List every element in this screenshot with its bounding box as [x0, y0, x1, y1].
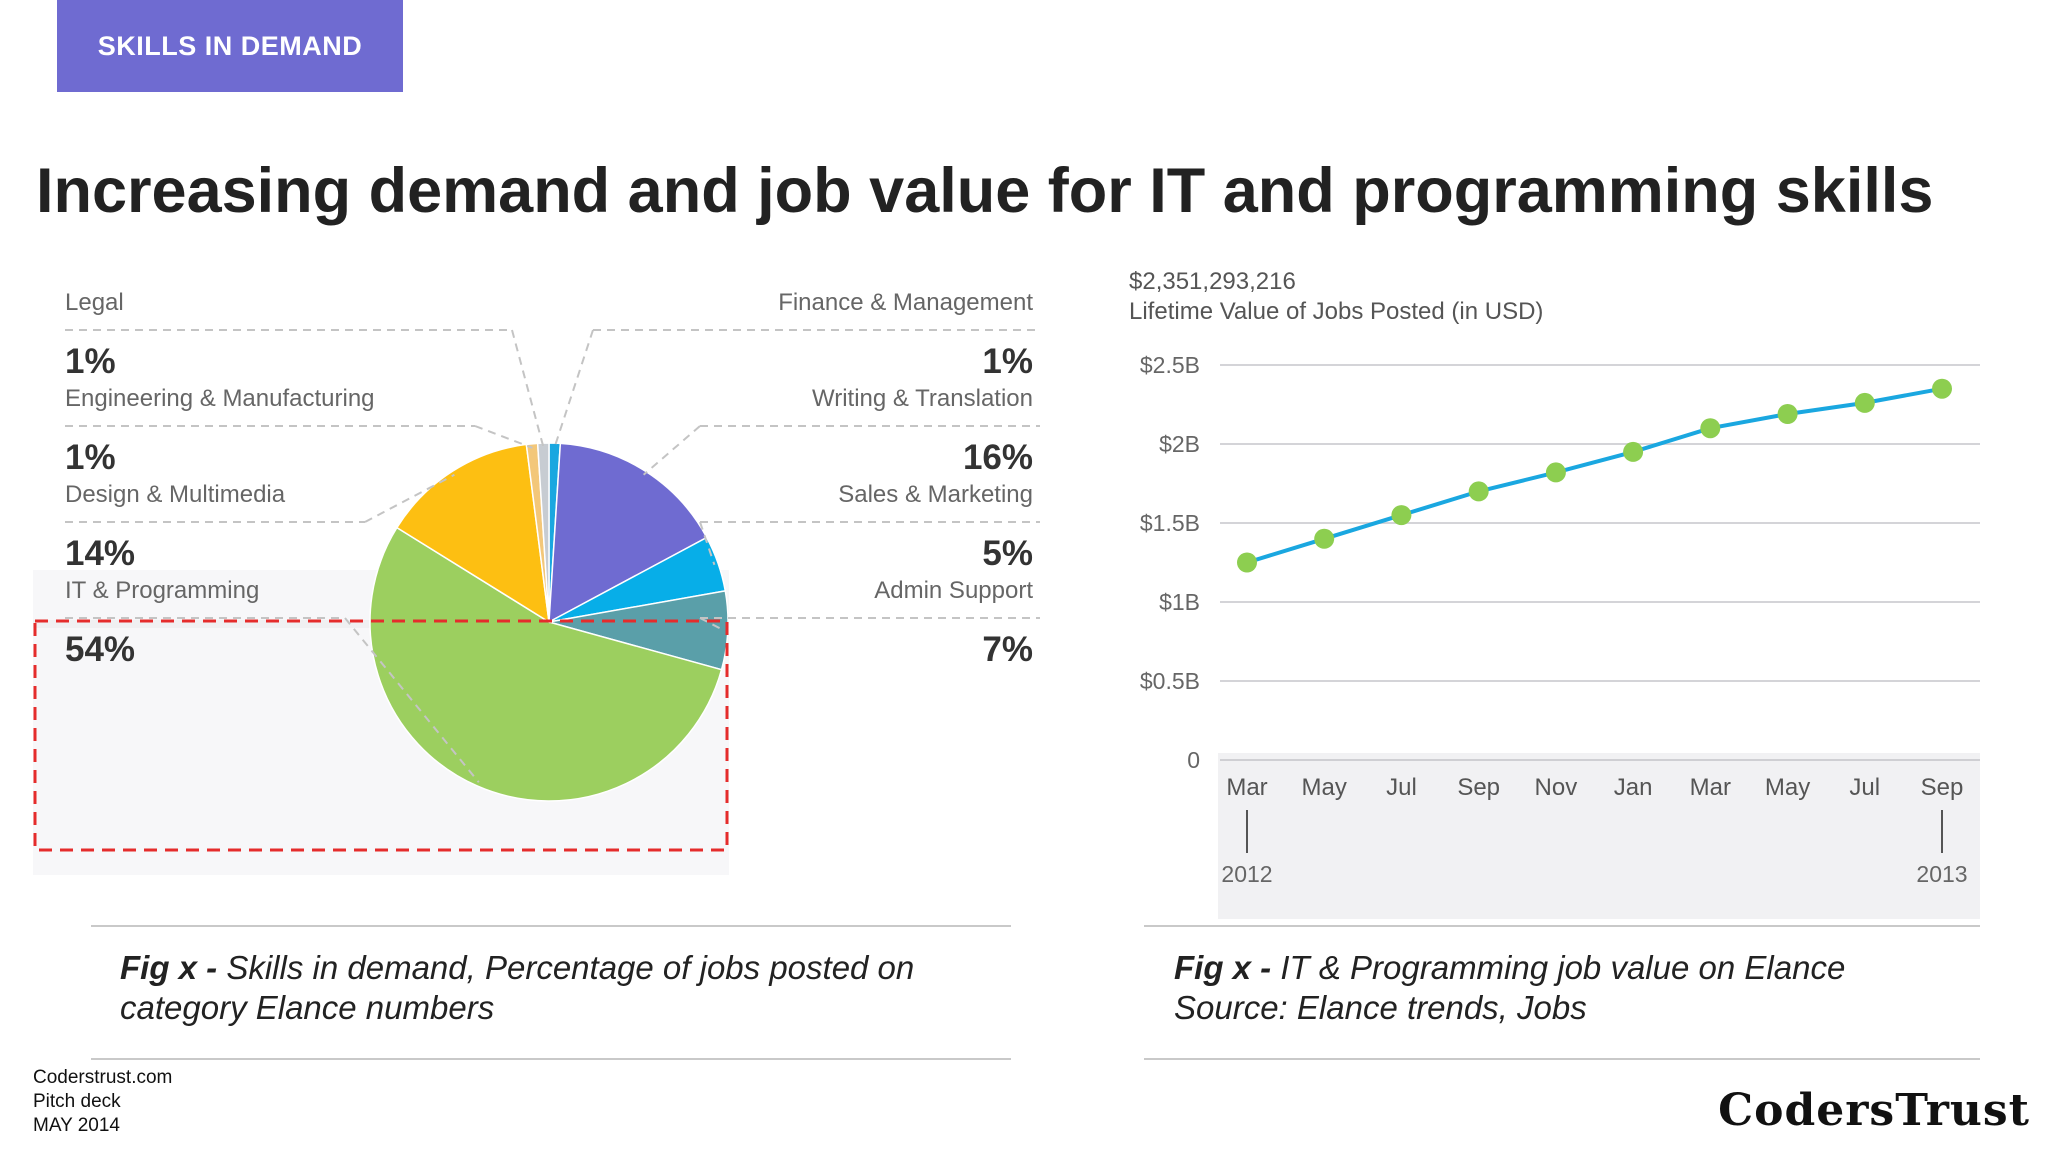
x-tick-label: Sep — [1921, 774, 1964, 801]
highlight-box — [33, 619, 729, 852]
footer-doc: Pitch deck — [33, 1091, 121, 1112]
x-tick-label: Nov — [1535, 774, 1578, 801]
pie-connector-it-and-programming — [344, 617, 480, 783]
pie-label-legal: Legal — [65, 289, 124, 316]
pie-label-design-and-multimedia: Design & Multimedia — [65, 481, 286, 508]
x-axis-band — [1218, 753, 1980, 919]
pie-slices — [369, 442, 729, 802]
chart-title: Lifetime Value of Jobs Posted (in USD) — [1129, 298, 1543, 325]
caption-right: Fig x - IT & Programming job value on El… — [1174, 948, 1974, 1028]
pie-connector-legal — [511, 329, 545, 448]
line-chart: $2,351,293,216 Lifetime Value of Jobs Po… — [1129, 268, 1980, 919]
pie-connector-finance-and-management — [553, 329, 594, 448]
pie-chart: Finance & Management 1% Writing & Translat… — [33, 289, 1040, 875]
pie-value-writing-and-translation: 16% — [963, 438, 1033, 477]
pie-label-engineering-and-manufacturing: Engineering & Manufacturing — [65, 385, 375, 412]
x-tick-label: May — [1765, 774, 1810, 801]
pie-value-sales-and-marketing: 5% — [982, 534, 1033, 573]
data-point-8 — [1777, 404, 1798, 424]
y-tick-label: $1B — [1159, 589, 1200, 615]
data-point-10 — [1932, 378, 1952, 399]
caption-left-text: Skills in demand, Percentage of jobs pos… — [120, 949, 915, 1026]
data-point-4 — [1468, 481, 1489, 502]
coderstrust-logo: CodersTrust — [1718, 1085, 2030, 1136]
y-tick-label: 0 — [1187, 747, 1200, 773]
caption-left-fig: Fig x - — [120, 949, 218, 986]
x-tick-label: Mar — [1226, 774, 1267, 801]
caption-rule-bottom-left — [91, 1058, 1011, 1060]
year-label-2013: 2013 — [1916, 861, 1967, 887]
pie-connector-engineering-and-manufacturing — [474, 425, 533, 449]
pie-value-engineering-and-manufacturing: 1% — [65, 438, 116, 477]
data-point-6 — [1623, 441, 1644, 462]
caption-left: Fig x - Skills in demand, Percentage of … — [120, 948, 990, 1028]
pie-label-sales-and-marketing: Sales & Marketing — [838, 481, 1033, 508]
pie-value-design-and-multimedia: 14% — [65, 534, 135, 573]
section-badge: SKILLS IN DEMAND — [57, 0, 403, 92]
footer-date: MAY 2014 — [33, 1115, 120, 1136]
data-point-5 — [1545, 462, 1566, 483]
y-tick-label: $0.5B — [1140, 668, 1200, 694]
x-tick-label: Mar — [1690, 774, 1731, 801]
pie-connector-sales-and-marketing — [699, 521, 716, 566]
caption-right-line1: IT & Programming job value on Elance — [1280, 949, 1846, 986]
y-tick-label: $2.5B — [1140, 352, 1200, 378]
caption-right-fig: Fig x - — [1174, 949, 1272, 986]
x-tick-label: Jul — [1849, 774, 1880, 801]
data-point-1 — [1237, 552, 1257, 573]
chart-total-value: $2,351,293,216 — [1129, 268, 1296, 295]
pie-slice-writing-and-translation — [548, 442, 708, 624]
series-line — [1246, 386, 1943, 565]
y-tick-label: $1.5B — [1140, 510, 1200, 536]
pie-label-writing-and-translation: Writing & Translation — [812, 385, 1033, 412]
pie-label-finance-and-management: Finance & Management — [778, 289, 1033, 316]
pie-slice-design-and-multimedia — [395, 443, 550, 624]
data-point-9 — [1854, 392, 1875, 413]
y-gridlines: 0 $0.5B $1B $1.5B $2B $2.5B — [1140, 352, 1980, 773]
pie-connector-writing-and-translation — [642, 425, 701, 476]
footer-site: Coderstrust.com — [33, 1067, 173, 1088]
y-tick-label: $2B — [1159, 431, 1200, 457]
x-axis: Mar May Jul Sep Nov Jan Mar May Jul Sep 2012 2013 — [1221, 774, 1967, 887]
pie-value-admin-support: 7% — [982, 630, 1033, 669]
pie-connector-design-and-multimedia — [364, 473, 455, 523]
x-tick-label: Jul — [1386, 774, 1417, 801]
pie-value-it-and-programming: 54% — [65, 630, 135, 669]
data-point-3 — [1391, 505, 1412, 526]
series-markers — [1237, 378, 1952, 573]
pie-value-legal: 1% — [65, 342, 116, 381]
pie-value-finance-and-management: 1% — [982, 342, 1033, 381]
pie-slice-it-and-programming — [369, 526, 723, 802]
page-title: Increasing demand and job value for IT a… — [36, 156, 1934, 226]
caption-rule-bottom-right — [1144, 1058, 1980, 1060]
year-label-2012: 2012 — [1221, 861, 1272, 887]
x-tick-label: Jan — [1614, 774, 1653, 801]
data-point-2 — [1314, 528, 1335, 549]
pie-label-admin-support: Admin Support — [874, 577, 1033, 604]
caption-rule-top-right — [1144, 925, 1980, 927]
caption-rule-top-left — [91, 925, 1011, 927]
caption-right-line2: Source: Elance trends, Jobs — [1174, 989, 1587, 1026]
footer: Coderstrust.com Pitch deck MAY 2014 — [33, 1066, 172, 1138]
x-tick-label: Sep — [1457, 774, 1500, 801]
pie-label-it-and-programming: IT & Programming — [65, 577, 259, 604]
pie-connector-admin-support — [699, 617, 725, 632]
data-point-7 — [1700, 418, 1721, 439]
x-tick-label: May — [1302, 774, 1347, 801]
pie-callouts: Finance & Management 1% Writing & Translat… — [65, 289, 1040, 783]
